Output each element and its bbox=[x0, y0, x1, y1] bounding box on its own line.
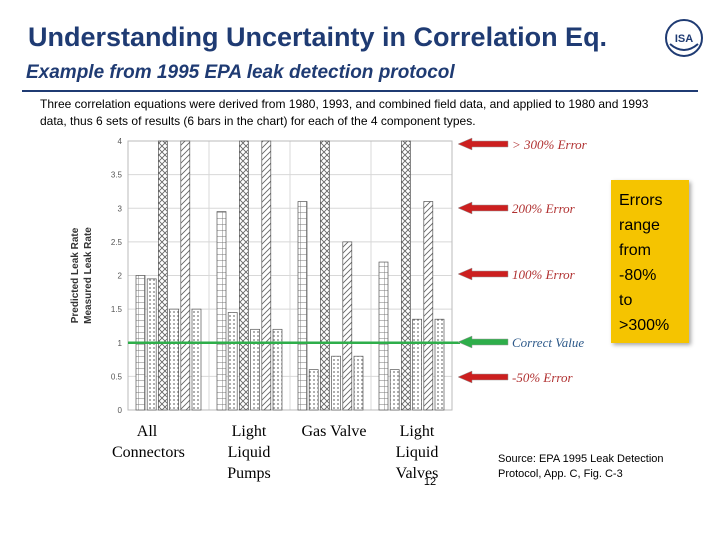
bar bbox=[158, 140, 168, 411]
errors-callout-line: >300% bbox=[619, 317, 670, 334]
y-tick-label: 2 bbox=[118, 272, 123, 281]
bar bbox=[180, 140, 191, 411]
errors-range-callout: Errors range from -80% to >300% bbox=[611, 180, 689, 343]
errors-callout-line: -80% bbox=[619, 267, 657, 284]
description-text: Three correlation equations were derived… bbox=[40, 97, 649, 128]
errors-callout-line: from bbox=[619, 242, 651, 259]
category-label-line: Light bbox=[231, 423, 267, 440]
plot-frame bbox=[127, 140, 453, 411]
error-annotation-label: > 300% Error bbox=[512, 137, 588, 152]
correct-value-label: Correct Value bbox=[512, 335, 584, 350]
bar bbox=[146, 278, 157, 411]
isa-logo: ISA bbox=[665, 19, 703, 57]
y-tick-label: 2.5 bbox=[111, 238, 123, 247]
error-arrow bbox=[457, 267, 509, 281]
category-label-line: Liquid bbox=[227, 444, 271, 461]
header-divider bbox=[22, 90, 698, 92]
bar bbox=[320, 140, 330, 411]
y-tick-label: 0 bbox=[118, 406, 123, 414]
bar bbox=[216, 211, 227, 411]
y-axis-label-top: Predicted Leak Rate bbox=[70, 227, 81, 323]
bar bbox=[250, 328, 260, 411]
bar bbox=[389, 369, 400, 411]
y-tick-label: 3.5 bbox=[111, 171, 123, 180]
y-tick-label: 3 bbox=[118, 204, 123, 213]
bar bbox=[378, 261, 389, 411]
bar bbox=[227, 312, 238, 411]
bar bbox=[401, 140, 411, 411]
source-citation: Source: EPA 1995 Leak Detection Protocol… bbox=[498, 453, 664, 480]
errors-callout-line: range bbox=[619, 217, 660, 234]
slide-title: Understanding Uncertainty in Correlation… bbox=[28, 22, 608, 52]
y-tick-label: 4 bbox=[118, 137, 123, 146]
error-annotation-label: 100% Error bbox=[512, 267, 576, 282]
errors-callout-line: to bbox=[619, 292, 633, 309]
category-label-line: All bbox=[136, 423, 158, 440]
bar bbox=[308, 369, 319, 411]
bar bbox=[297, 201, 308, 411]
bar bbox=[191, 308, 202, 411]
bar bbox=[272, 328, 283, 411]
bar bbox=[331, 355, 341, 411]
category-label-line: Gas Valve bbox=[301, 423, 367, 440]
error-arrow bbox=[457, 370, 509, 384]
category-label-line: Connectors bbox=[112, 444, 185, 461]
slide-subtitle: Example from 1995 EPA leak detection pro… bbox=[26, 62, 455, 83]
error-arrow bbox=[457, 137, 509, 151]
logo-text: ISA bbox=[675, 33, 693, 45]
bar bbox=[169, 308, 179, 411]
category-label: Gas Valve bbox=[292, 421, 376, 442]
y-tick-label: 1 bbox=[118, 339, 123, 348]
y-tick-label: 0.5 bbox=[111, 372, 123, 381]
bar bbox=[434, 318, 445, 411]
errors-callout-line: Errors bbox=[619, 192, 663, 209]
page-number: 12 bbox=[423, 476, 437, 488]
category-label: All Connectors bbox=[112, 421, 185, 463]
error-arrow bbox=[457, 335, 509, 349]
bar bbox=[342, 241, 353, 411]
category-label: Light Liquid Valves bbox=[382, 421, 452, 484]
category-label-line: Valves bbox=[395, 465, 439, 482]
category-label: Light Liquid Pumps bbox=[214, 421, 284, 484]
category-label-line: Liquid bbox=[395, 444, 439, 461]
bar bbox=[412, 318, 422, 411]
error-arrow bbox=[457, 201, 509, 215]
bar bbox=[261, 140, 272, 411]
y-axis-label-bottom: Measured Leak Rate bbox=[83, 227, 94, 324]
y-tick-label: 1.5 bbox=[111, 305, 123, 314]
bar bbox=[239, 140, 249, 411]
error-annotation-label: 200% Error bbox=[512, 201, 576, 216]
bar bbox=[423, 201, 434, 411]
category-label-line: Pumps bbox=[227, 465, 271, 482]
category-label-line: Light bbox=[399, 423, 435, 440]
bar bbox=[353, 355, 364, 411]
bar-chart: 0 0.5 1 1.5 2 2.5 3 3.5 4 Predicted Leak Rate Meas… bbox=[70, 137, 588, 414]
error-annotation-label: -50% Error bbox=[512, 370, 573, 385]
